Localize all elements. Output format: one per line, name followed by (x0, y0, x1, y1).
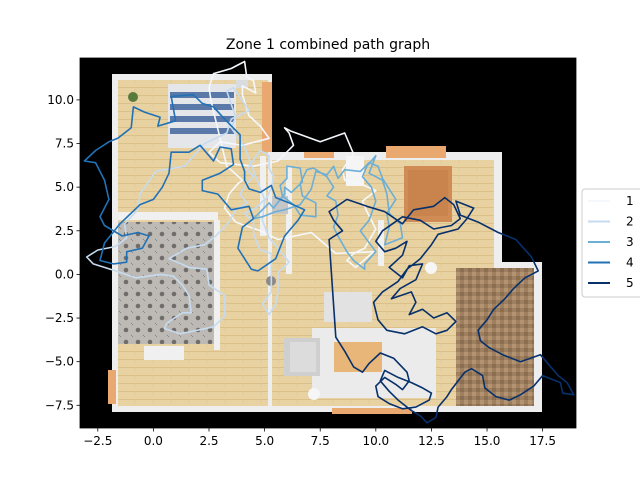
legend-box (581, 188, 640, 298)
x-tick-label: 7.5 (311, 434, 330, 448)
series-line-4 (83, 93, 306, 272)
series-line-3 (252, 154, 404, 271)
floor-plan-image (108, 74, 542, 414)
y-tick-label: 0.0 (55, 267, 74, 281)
y-tick-label: −7.5 (45, 398, 74, 412)
y-tick-label: 10.0 (47, 93, 74, 107)
y-tick-label: 5.0 (55, 180, 74, 194)
y-tick-label: 7.5 (55, 137, 74, 151)
legend-label-4: 4 (626, 256, 634, 270)
axes-frame (79, 57, 577, 429)
x-tick-label: 0.0 (144, 434, 163, 448)
x-tick-label: 2.5 (199, 434, 218, 448)
plot-area (80, 58, 576, 428)
x-tick-label: 17.5 (529, 434, 556, 448)
legend-label-2: 2 (626, 215, 634, 229)
y-axis: −7.5 −5.0 −2.5 0.0 2.5 5.0 7.5 10.0 (45, 93, 80, 412)
x-tick-label: −2.5 (83, 434, 112, 448)
path-series (83, 60, 575, 424)
x-axis: −2.5 0.0 2.5 5.0 7.5 10.0 12.5 15.0 17.5 (83, 428, 556, 448)
x-tick-label: 5.0 (255, 434, 274, 448)
chart-title: Zone 1 combined path graph (226, 37, 430, 53)
y-tick-label: −2.5 (45, 311, 74, 325)
x-tick-label: 15.0 (474, 434, 501, 448)
series-line-2 (85, 86, 290, 335)
series-line-5 (328, 196, 575, 424)
y-tick-label: −5.0 (45, 355, 74, 369)
y-tick-label: 2.5 (55, 224, 74, 238)
legend-label-5: 5 (626, 276, 634, 290)
x-tick-label: 10.0 (362, 434, 389, 448)
legend: 1 2 3 4 5 (581, 188, 640, 298)
series-line-1 (208, 60, 377, 269)
legend-label-3: 3 (626, 235, 634, 249)
x-tick-label: 12.5 (418, 434, 445, 448)
legend-label-1: 1 (626, 194, 634, 208)
